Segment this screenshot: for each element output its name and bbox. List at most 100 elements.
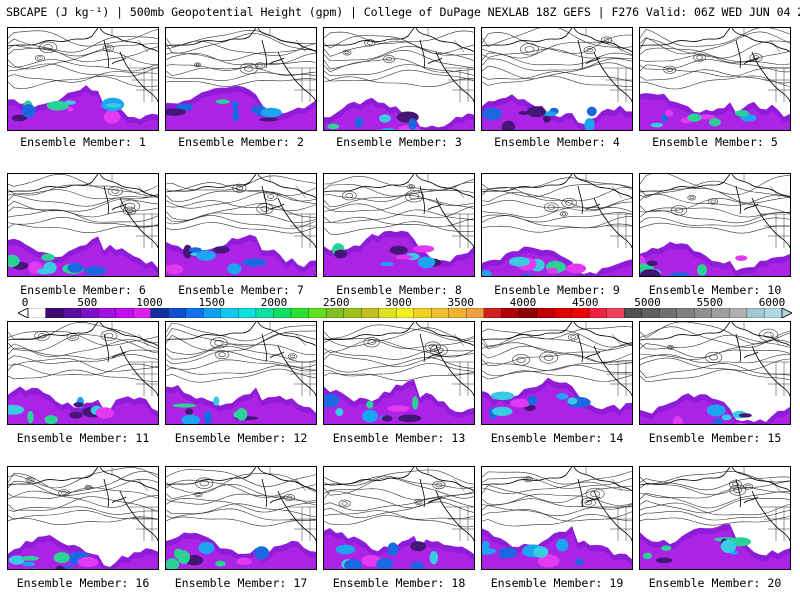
forecast-map (324, 28, 474, 130)
ensemble-panel (165, 27, 317, 131)
colorbar-cell (203, 308, 222, 318)
colorbar-cell (325, 308, 345, 318)
ensemble-panel (165, 466, 317, 570)
colorbar-tick-label: 3000 (385, 296, 412, 309)
forecast-map (166, 174, 316, 276)
colorbar-cell (308, 308, 327, 318)
colorbar-cell (553, 308, 573, 318)
ensemble-member-label: Ensemble Member: 17 (174, 576, 308, 590)
ensemble-panel (639, 27, 791, 131)
ensemble-panel (481, 321, 633, 425)
colorbar-tick-label: 6000 (758, 296, 786, 309)
colorbar-cell (676, 308, 695, 318)
forecast-map (8, 174, 158, 276)
colorbar-cell (255, 308, 275, 318)
ensemble-member-label: Ensemble Member: 11 (16, 431, 150, 445)
colorbar-cell (168, 308, 187, 318)
forecast-map (166, 28, 316, 130)
colorbar-cell (185, 308, 204, 318)
ensemble-member-label: Ensemble Member: 9 (494, 283, 620, 297)
colorbar-tick-label: 0 (21, 296, 29, 309)
ensemble-panel (639, 173, 791, 277)
colorbar-cell (659, 308, 678, 318)
ensemble-panel (481, 27, 633, 131)
colorbar-cell (501, 308, 520, 318)
colorbar-cell (711, 308, 730, 318)
colorbar-cell (606, 308, 625, 318)
ensemble-member-label: Ensemble Member: 12 (174, 431, 308, 445)
colorbar-cell (413, 308, 432, 318)
forecast-map (640, 322, 790, 424)
ensemble-member-label: Ensemble Member: 15 (648, 431, 782, 445)
ensemble-member-label: Ensemble Member: 6 (20, 283, 146, 297)
forecast-map (640, 28, 790, 130)
colorbar-cell (220, 308, 239, 318)
colorbar-cell (518, 308, 538, 318)
colorbar-cell (588, 308, 608, 318)
forecast-map (166, 467, 316, 569)
forecast-map (482, 28, 632, 130)
ensemble-panel (481, 173, 633, 277)
ensemble-member-label: Ensemble Member: 13 (332, 431, 466, 445)
ensemble-panel (639, 466, 791, 570)
colorbar-tick-label: 5000 (634, 296, 661, 309)
colorbar-tick-label: 500 (77, 296, 98, 309)
colorbar-cell (431, 308, 450, 318)
colorbar-cell (466, 308, 485, 318)
ensemble-member-label: Ensemble Member: 4 (494, 135, 620, 149)
ensemble-panel (323, 173, 475, 277)
colorbar-cell (97, 308, 117, 318)
ensemble-member-label: Ensemble Member: 5 (652, 135, 778, 149)
forecast-map (482, 174, 632, 276)
colorbar-tick-label: 2500 (323, 296, 350, 309)
colorbar-tick-label: 3500 (447, 296, 475, 309)
ensemble-member-label: Ensemble Member: 2 (178, 135, 304, 149)
ensemble-member-label: Ensemble Member: 7 (178, 283, 304, 297)
colorbar-cell (290, 308, 310, 318)
cape-colorbar (18, 308, 792, 318)
forecast-map (8, 322, 158, 424)
colorbar-tick-label: 5500 (696, 296, 724, 309)
colorbar-cell (80, 308, 99, 318)
ensemble-member-label: Ensemble Member: 20 (648, 576, 782, 590)
colorbar-tick-label: 1500 (198, 296, 226, 309)
colorbar-cell (536, 308, 555, 318)
colorbar-cell (27, 308, 47, 318)
ensemble-panel (323, 27, 475, 131)
colorbar-cell (378, 308, 397, 318)
ensemble-panel (7, 321, 159, 425)
colorbar-cell (641, 308, 660, 318)
ensemble-panel (481, 466, 633, 570)
ensemble-member-label: Ensemble Member: 3 (336, 135, 462, 149)
ensemble-member-label: Ensemble Member: 8 (336, 283, 462, 297)
forecast-map (482, 322, 632, 424)
colorbar-cell (624, 308, 643, 318)
forecast-map (482, 467, 632, 569)
colorbar-tick-label: 2000 (260, 296, 288, 309)
colorbar-cell (273, 308, 292, 318)
colorbar-cell (694, 308, 713, 318)
forecast-map (640, 174, 790, 276)
ensemble-member-label: Ensemble Member: 19 (490, 576, 624, 590)
colorbar-tick-label: 4500 (572, 296, 599, 309)
forecast-map (324, 174, 474, 276)
colorbar-cell (571, 308, 590, 318)
ensemble-panel (165, 173, 317, 277)
ensemble-member-label: Ensemble Member: 10 (648, 283, 782, 297)
ensemble-member-label: Ensemble Member: 1 (20, 135, 146, 149)
ensemble-panel (639, 321, 791, 425)
colorbar-cell (764, 308, 783, 318)
forecast-map (324, 467, 474, 569)
colorbar-tick-label: 4000 (509, 296, 537, 309)
ensemble-panel (7, 466, 159, 570)
colorbar-cell (746, 308, 766, 318)
colorbar-cell (343, 308, 362, 318)
colorbar-cell (238, 308, 257, 318)
colorbar-cell (483, 308, 502, 318)
ensemble-panel (165, 321, 317, 425)
colorbar-cell (729, 308, 748, 318)
ensemble-panel (7, 173, 159, 277)
colorbar-cell (133, 308, 152, 318)
map-title: SBCAPE (J kg⁻¹) | 500mb Geopotential Hei… (6, 5, 800, 19)
colorbar-tick-label: 1000 (136, 296, 163, 309)
